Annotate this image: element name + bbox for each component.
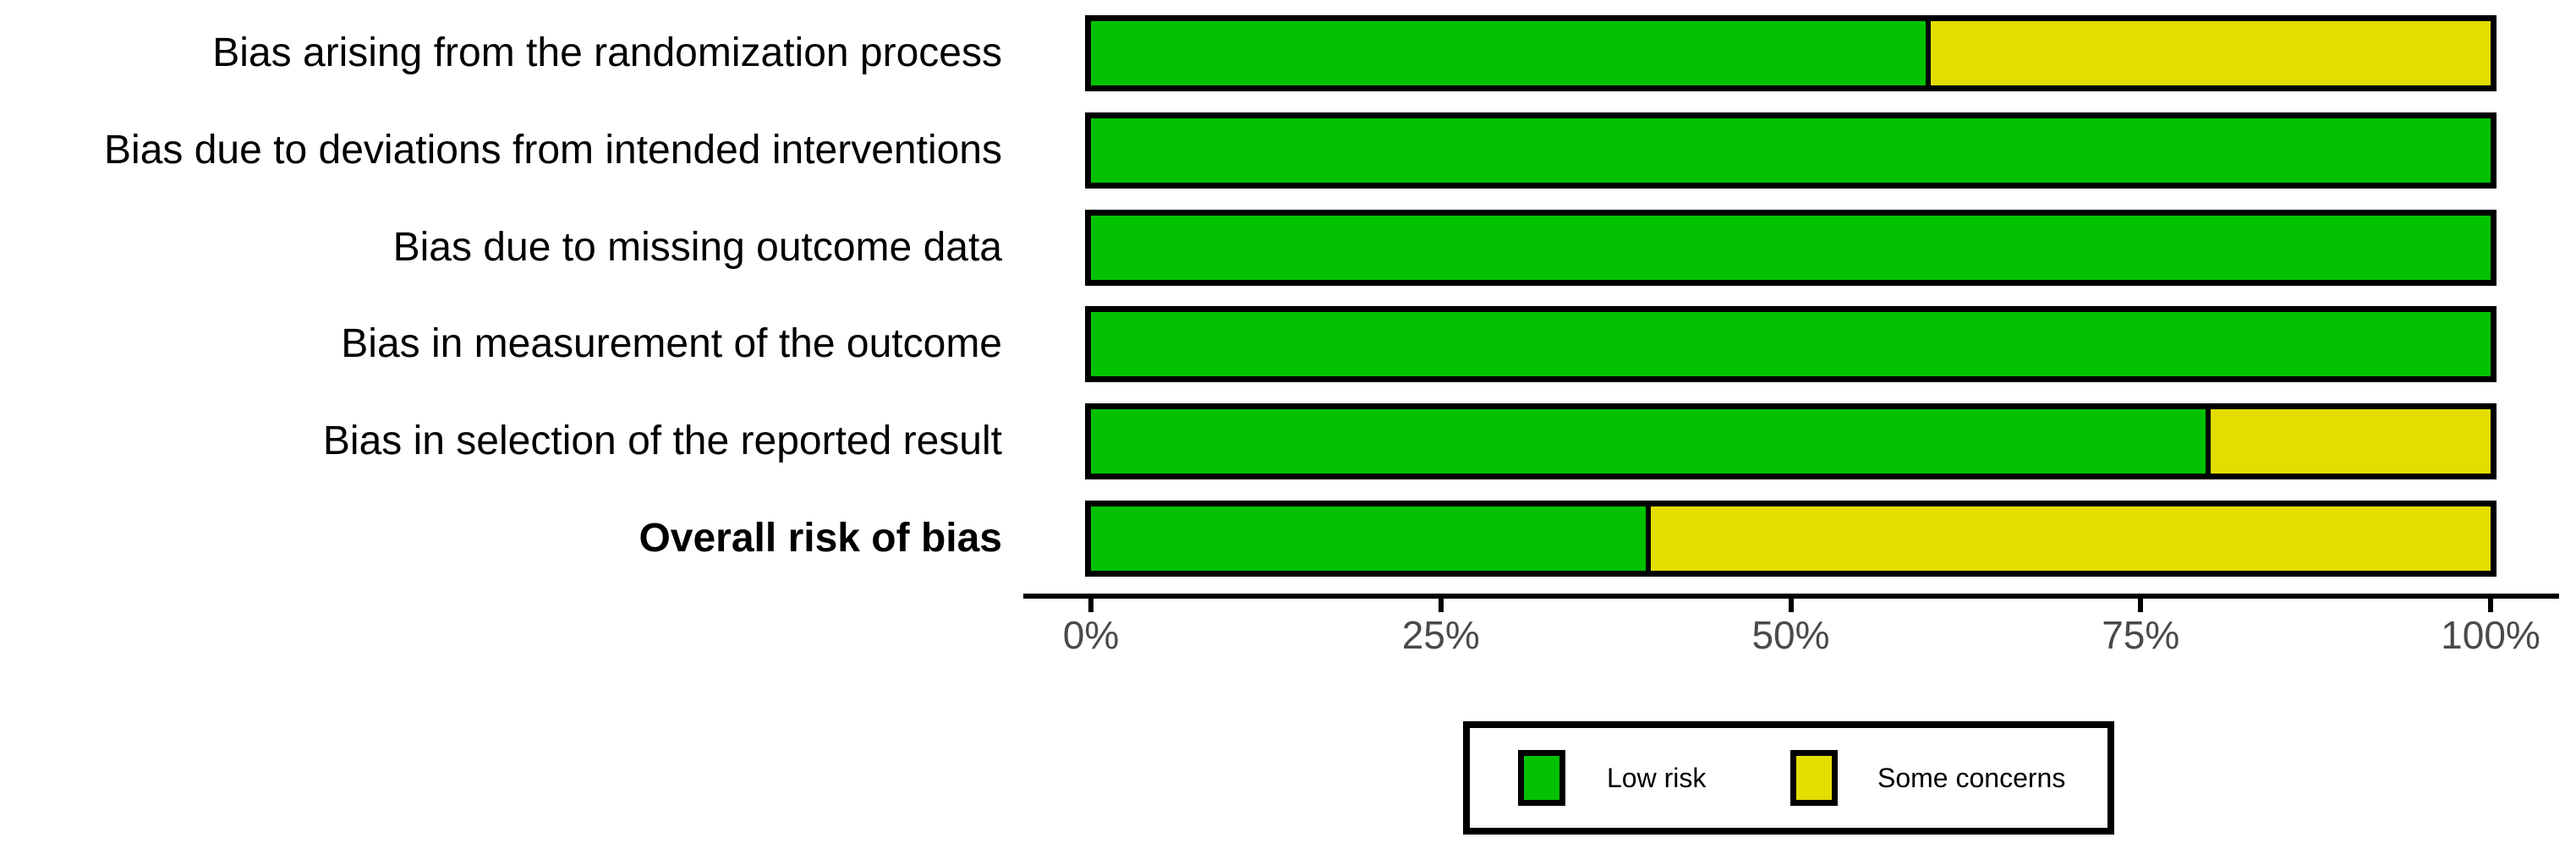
bar-segment-some-concerns [1931,21,2491,85]
legend-swatch-some-concerns [1790,750,1838,806]
x-axis-tick-label: 75% [2102,613,2180,657]
x-axis-tick [1438,599,1444,612]
x-axis-tick-label: 100% [2441,613,2540,657]
category-label: Bias in measurement of the outcome [341,321,1002,367]
x-axis-tick-label: 50% [1751,613,1830,657]
bar-segment-low-risk [1091,506,1651,571]
bar-segment-low-risk [1091,21,1931,85]
x-axis-tick [2138,599,2144,612]
legend-swatch-low-risk [1518,750,1565,806]
bar-segment-low-risk [1091,215,2491,280]
bar-segment-some-concerns [2211,409,2491,474]
stacked-bar [1085,306,2497,383]
legend-label-some-concerns: Some concerns [1877,763,2066,793]
category-label: Bias due to missing outcome data [392,224,1002,270]
stacked-bar [1085,112,2497,189]
stacked-bar [1085,403,2497,480]
x-axis-line [1023,594,2559,599]
category-label: Bias arising from the randomization proc… [212,30,1002,75]
bar-segment-low-risk [1091,409,2211,474]
bar-segment-low-risk [1091,312,2491,377]
x-axis-tick-label: 0% [1062,613,1120,657]
stacked-bar [1085,209,2497,286]
x-axis-tick [1788,599,1794,612]
x-axis-tick [1088,599,1093,612]
category-label: Overall risk of bias [639,516,1002,561]
x-axis-tick [2488,599,2493,612]
category-label: Bias in selection of the reported result [322,419,1002,464]
bar-segment-low-risk [1091,118,2491,183]
stacked-bar [1085,501,2497,577]
stacked-bar [1085,15,2497,91]
legend-label-low-risk: Low risk [1607,763,1707,793]
bar-segment-some-concerns [1651,506,2491,571]
legend: Low risk Some concerns [1463,721,2114,835]
category-label: Bias due to deviations from intended int… [104,127,1002,172]
x-axis-tick-label: 25% [1401,613,1480,657]
